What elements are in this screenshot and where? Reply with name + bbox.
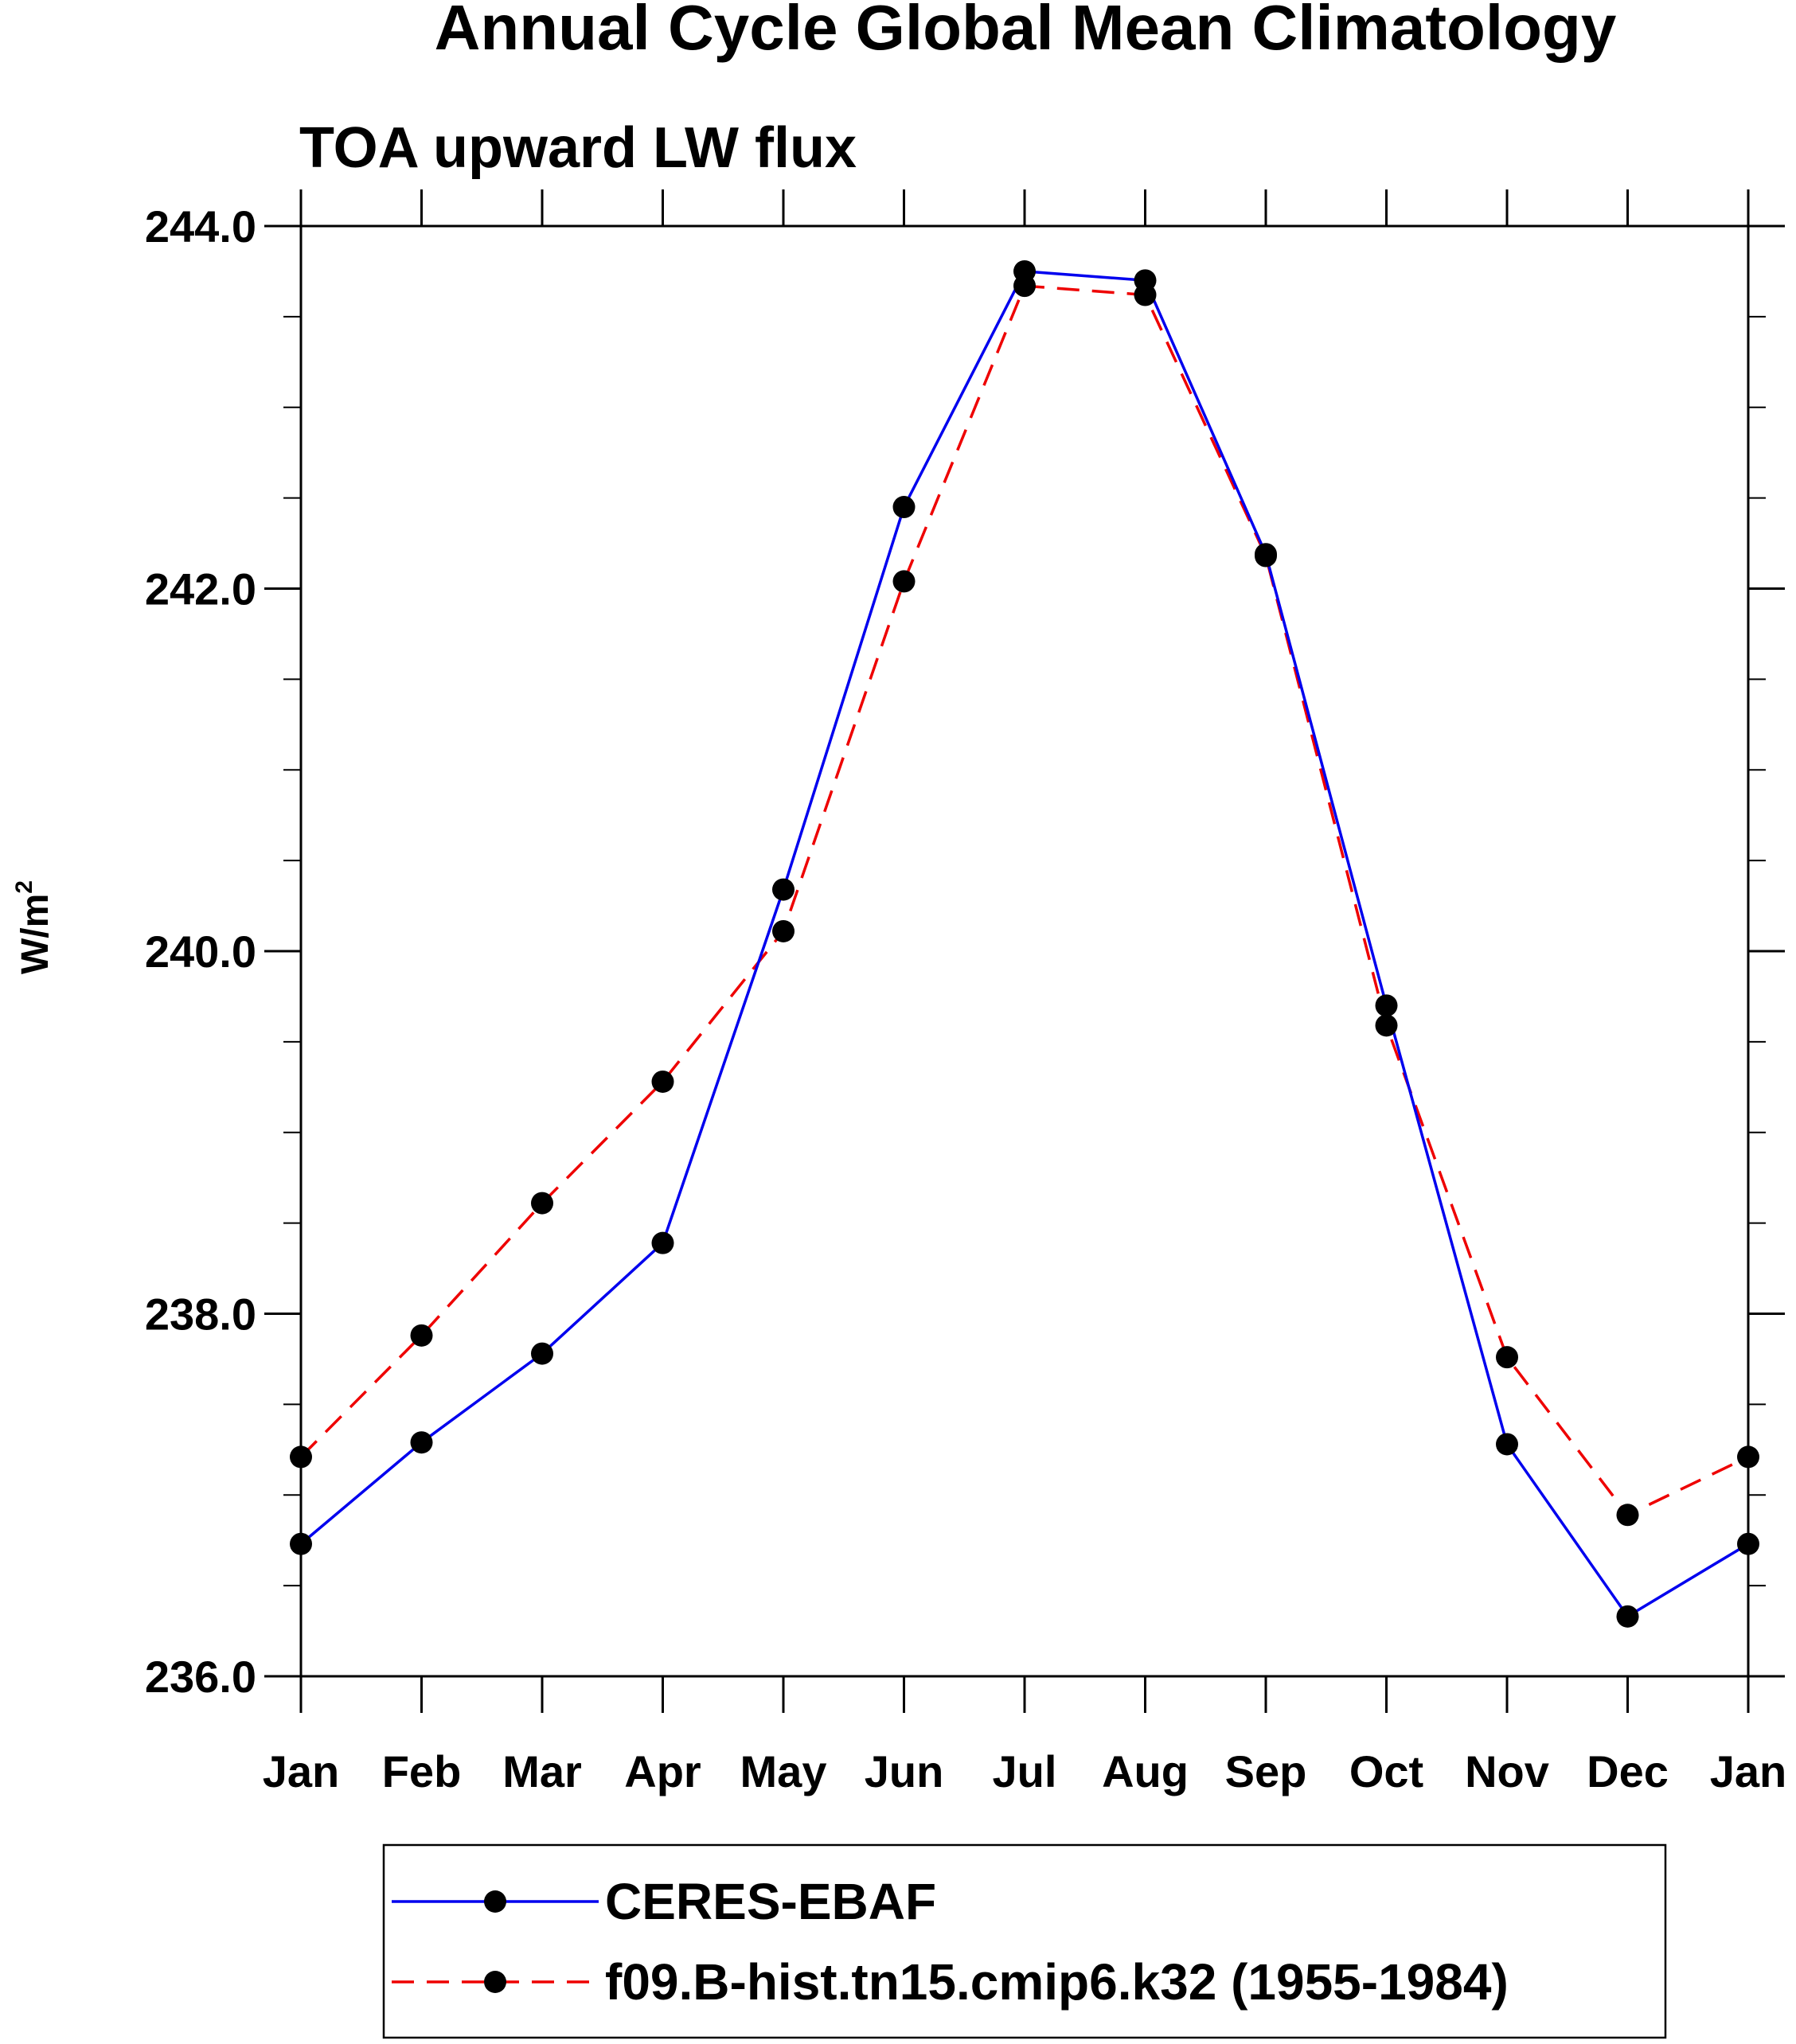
data-point — [410, 1324, 433, 1347]
legend-label: f09.B-hist.tn15.cmip6.k32 (1955-1984) — [605, 1953, 1509, 2011]
data-point — [1375, 1014, 1398, 1037]
x-tick-label: Mar — [502, 1746, 582, 1796]
y-tick-label: 240.0 — [145, 926, 256, 977]
data-point — [1496, 1346, 1518, 1369]
y-axis-label: W/m2 — [11, 880, 57, 974]
y-axis-label-base: W/m — [14, 894, 57, 974]
legend: CERES-EBAF f09.B-hist.tn15.cmip6.k32 (195… — [382, 1843, 1667, 2039]
data-point — [651, 1231, 674, 1254]
data-point — [1134, 269, 1157, 292]
series-line — [299, 270, 1749, 1618]
data-point — [1737, 1532, 1759, 1555]
data-point — [531, 1192, 553, 1215]
y-axis-label-group: W/m2 — [11, 880, 57, 974]
series-line — [299, 284, 1749, 1517]
data-point — [290, 1532, 312, 1555]
y-tick-label: 236.0 — [145, 1652, 256, 1702]
x-tick-label: Jun — [865, 1746, 944, 1796]
y-tick-label: 244.0 — [145, 201, 256, 252]
x-tick-label: Jan — [263, 1746, 340, 1796]
data-point — [1013, 259, 1036, 283]
data-point — [892, 496, 916, 519]
x-tick-label: May — [740, 1746, 827, 1796]
legend-box — [382, 1843, 1667, 2039]
data-point — [290, 1445, 312, 1469]
data-point — [1375, 994, 1398, 1017]
x-tick-label: Feb — [382, 1746, 462, 1796]
x-tick-label: Dec — [1587, 1746, 1669, 1796]
x-tick-label: Apr — [624, 1746, 701, 1796]
data-point — [772, 919, 795, 942]
y-axis-label-superscript: 2 — [11, 880, 37, 894]
axes: Jan Feb Mar Apr May Jun Jul Aug Sep Oct Nov Dec Jan2… — [145, 189, 1786, 1796]
data-point — [1255, 543, 1277, 566]
data-point — [892, 570, 916, 593]
x-tick-label: Jan — [1710, 1746, 1787, 1796]
chart-subtitle: TOA upward LW flux — [299, 116, 857, 180]
data-point — [1737, 1445, 1759, 1469]
data-point — [1616, 1605, 1639, 1628]
plot-frame — [299, 224, 1750, 1678]
x-tick-label: Oct — [1349, 1746, 1423, 1796]
data-point — [531, 1342, 553, 1365]
data-point — [410, 1431, 433, 1454]
x-tick-label: Nov — [1465, 1746, 1549, 1796]
x-tick-label: Aug — [1102, 1746, 1189, 1796]
data-point — [651, 1070, 674, 1093]
y-tick-label: 238.0 — [145, 1289, 256, 1340]
y-tick-label: 242.0 — [145, 564, 256, 614]
data-point — [1616, 1504, 1639, 1527]
chart-title: Annual Cycle Global Mean Climatology — [435, 0, 1617, 63]
x-tick-label: Sep — [1225, 1746, 1307, 1796]
series-layer — [290, 259, 1759, 1628]
legend-marker — [484, 1890, 506, 1913]
data-point — [772, 878, 795, 901]
x-tick-label: Jul — [993, 1746, 1057, 1796]
legend-label: CERES-EBAF — [605, 1873, 936, 1930]
legend-marker — [484, 1971, 506, 1993]
data-point — [1496, 1433, 1518, 1456]
